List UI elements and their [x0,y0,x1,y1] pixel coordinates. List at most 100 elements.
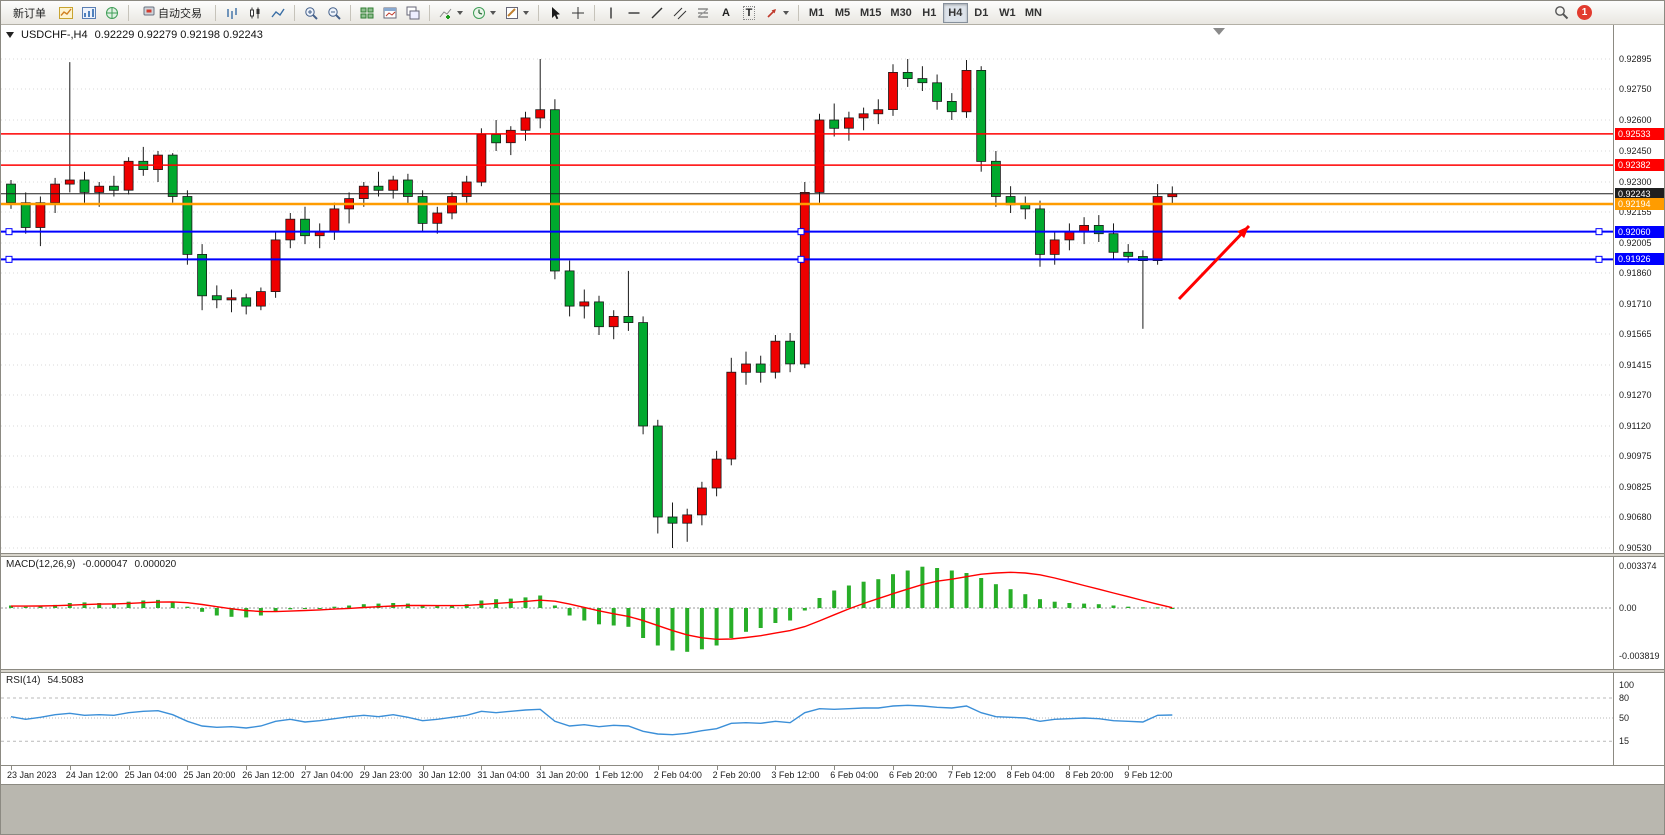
candle-body [785,340,795,365]
new-order-button[interactable]: 新订单 [5,3,54,23]
timeframe-d1-button[interactable]: D1 [969,3,994,23]
candle-body [711,458,722,489]
arrows-tool-button[interactable] [761,3,793,23]
selection-handle[interactable] [797,228,805,236]
selection-handle[interactable] [797,255,805,263]
rsi-label: RSI(14) 54.5083 [6,675,84,686]
cursor-button[interactable] [544,3,566,23]
add-indicator-button[interactable] [435,3,467,23]
notification-badge[interactable]: 1 [1577,5,1592,20]
periods-button[interactable] [468,3,500,23]
chart-shift-marker[interactable] [1213,28,1225,35]
price-tick: 0.92300 [1619,177,1652,188]
crosshair-button[interactable] [567,3,589,23]
vertical-line-button[interactable] [600,3,622,23]
time-label: 25 Jan 20:00 [183,770,236,780]
time-label: 9 Feb 12:00 [1124,770,1173,780]
auto-trading-button[interactable]: 自动交易 [134,3,210,23]
time-tick [363,766,365,770]
panel-splitter[interactable] [1,669,1664,673]
toolbar-separator [594,4,595,21]
selection-handle[interactable] [5,255,13,263]
rsi-panel[interactable]: RSI(14) 54.5083 [1,673,1613,765]
candle-body [594,301,604,328]
macd-histogram-bar [538,595,543,608]
price-tag: 0.92533 [1615,127,1664,140]
horizontal-line-button[interactable] [623,3,645,23]
label-tool-button[interactable]: T [738,3,760,23]
macd-histogram-bar [1067,603,1072,608]
time-tick [1128,766,1130,770]
candle-body [358,185,369,199]
rsi-line [10,704,1173,736]
navigator-icon[interactable] [101,3,123,23]
candle-body [241,297,252,307]
candle-body [402,179,413,197]
tile-windows-button[interactable] [356,3,378,23]
time-tick [657,766,659,770]
timeframe-m1-button[interactable]: M1 [804,3,829,23]
auto-trading-label: 自动交易 [158,7,202,20]
templates-button[interactable] [501,3,533,23]
zoom-in-button[interactable] [300,3,322,23]
fibonacci-button[interactable] [692,3,714,23]
macd-histogram-bar [317,608,322,609]
trendline-button[interactable] [646,3,668,23]
candle-body [755,363,766,373]
macd-histogram-bar [1082,603,1087,608]
macd-panel[interactable]: MACD(12,26,9) -0.000047 0.000020 [1,557,1613,669]
time-tick [716,766,718,770]
selection-handle[interactable] [1595,228,1603,236]
bar-chart-type-button[interactable] [221,3,243,23]
timeframe-h4-button[interactable]: H4 [942,2,968,23]
arrange-windows-button[interactable] [402,3,424,23]
macd-histogram-bar [214,608,219,616]
macd-histogram-bar [876,579,881,608]
chart-collapse-icon[interactable] [6,32,14,38]
price-chart-panel[interactable]: USDCHF-,H4 0.92229 0.92279 0.92198 0.922… [1,25,1613,553]
macd-histogram-bar [729,608,734,638]
macd-histogram-bar [435,606,440,608]
timeframe-mn-button[interactable]: MN [1021,3,1046,23]
chart-window-button[interactable] [379,3,401,23]
timeframe-m5-button[interactable]: M5 [830,3,855,23]
arrow-annotation[interactable] [1177,224,1251,301]
macd-histogram-bar [332,606,337,608]
selection-handle[interactable] [1595,255,1603,263]
market-watch-icon[interactable] [78,3,100,23]
timeframe-w1-button[interactable]: W1 [995,3,1020,23]
candle-body [1108,233,1119,253]
timeframe-h1-button[interactable]: H1 [917,3,942,23]
macd-histogram-bar [244,608,249,618]
macd-histogram-bar [450,605,454,608]
price-tick: 0.92005 [1619,238,1652,249]
price-tick: 0.92895 [1619,54,1652,64]
selection-handle[interactable] [5,228,13,236]
time-label: 25 Jan 04:00 [124,770,177,780]
new-chart-icon[interactable] [55,3,77,23]
candle-body [255,291,266,307]
text-tool-glyph: A [722,6,730,19]
panel-splitter[interactable] [1,553,1664,557]
timeframe-m15-button[interactable]: M15 [856,3,885,23]
search-button[interactable] [1550,3,1573,23]
price-scale[interactable]: 0.92895 0.92750 0.92600 0.92450 0.92300 0.921… [1613,25,1664,765]
timeframe-m30-button[interactable]: M30 [886,3,915,23]
time-label: 27 Jan 04:00 [301,770,354,780]
zoom-out-button[interactable] [323,3,345,23]
candle-body [79,179,90,193]
line-chart-type-button[interactable] [267,3,289,23]
candle-body [741,363,751,373]
candle-body [211,295,222,301]
time-axis[interactable]: 23 Jan 2023 24 Jan 12:00 25 Jan 04:00 25 Ja… [1,765,1664,784]
arrow-annotation-head [1237,226,1249,239]
macd-histogram-bar [1155,607,1160,609]
macd-histogram-bar [273,608,278,612]
text-tool-button[interactable]: A [715,3,737,23]
candlestick-type-button[interactable] [244,3,266,23]
candle-body [300,218,310,237]
candle-body [520,117,531,131]
rsi-scale-tick: 15 [1619,736,1630,747]
channel-button[interactable] [669,3,691,23]
price-tag: 0.92382 [1615,159,1664,172]
